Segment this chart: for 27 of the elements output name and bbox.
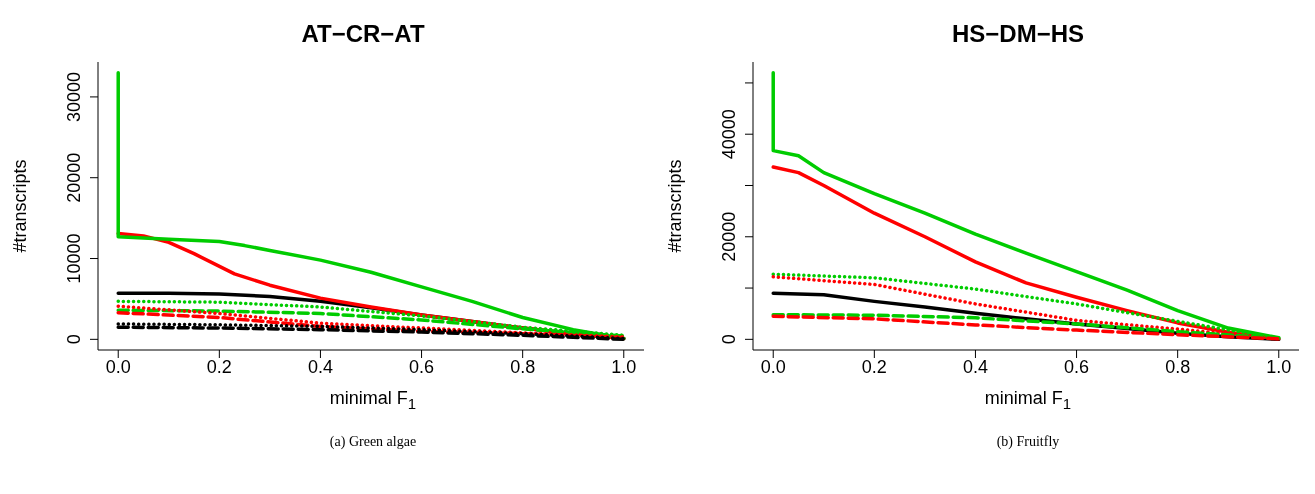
y-axis-title: #transcripts bbox=[10, 159, 31, 253]
y-tick-label: 10000 bbox=[64, 233, 84, 284]
text: (b) Fruitfly bbox=[995, 433, 1061, 450]
y-axis-title: #transcripts bbox=[665, 159, 686, 253]
x-axis-title: minimal F$_{1}$ bbox=[328, 388, 418, 412]
text: (a) Green algae bbox=[328, 433, 418, 450]
x-tick-label: 0.6 bbox=[1064, 356, 1090, 377]
y-tick-label: 20000 bbox=[64, 152, 84, 203]
x-tick-label: 0.0 bbox=[105, 356, 131, 377]
y-tick-label: 0 bbox=[719, 334, 739, 345]
y-tick-label: 0 bbox=[64, 334, 84, 345]
y-tick-label: 40000 bbox=[719, 109, 739, 160]
y-tick-label: 30000 bbox=[64, 71, 84, 122]
chart-title: AT−CR−AT bbox=[300, 20, 426, 49]
x-tick-label: 1.0 bbox=[611, 356, 637, 377]
x-tick-label: 0.4 bbox=[307, 356, 333, 377]
x-tick-label: 0.8 bbox=[510, 356, 536, 377]
x-tick-label: 0.4 bbox=[962, 356, 988, 377]
x-tick-label: 0.0 bbox=[760, 356, 786, 377]
y-tick-label: 20000 bbox=[719, 211, 739, 262]
x-tick-label: 1.0 bbox=[1266, 356, 1292, 377]
x-axis-title: minimal F$_{1}$ bbox=[983, 388, 1073, 412]
x-tick-label: 0.6 bbox=[409, 356, 435, 377]
x-tick-label: 0.2 bbox=[861, 356, 887, 377]
chart-title: HS−DM−HS bbox=[950, 20, 1085, 49]
x-tick-label: 0.2 bbox=[206, 356, 232, 377]
x-tick-label: 0.8 bbox=[1165, 356, 1191, 377]
